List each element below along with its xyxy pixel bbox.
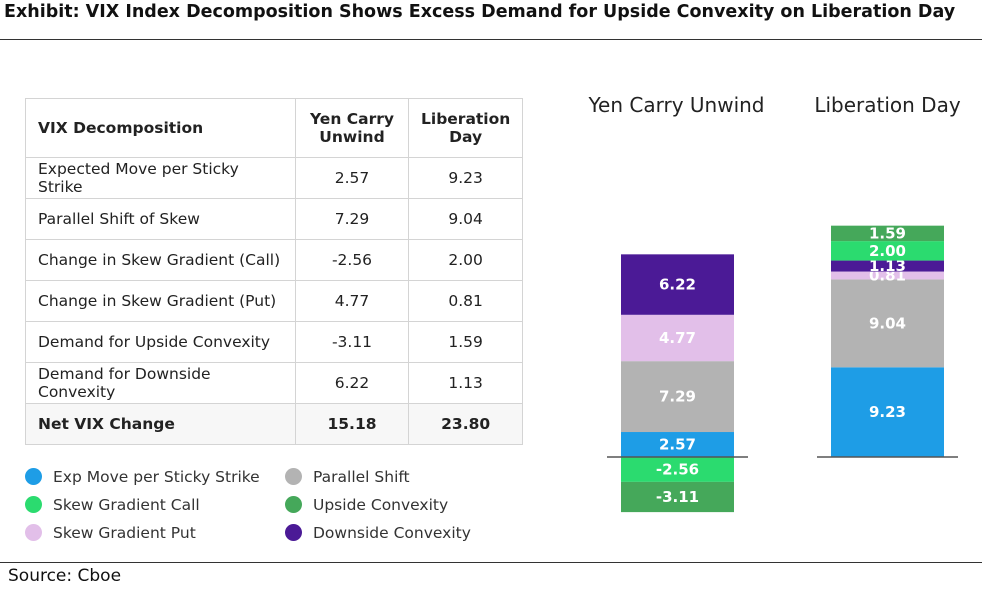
bar-segment [621,361,734,433]
bar-segment [831,260,944,272]
legend-item: Skew Gradient Put [25,522,285,543]
stacked-bar-chart: Yen Carry Unwind 2.57 7.29 4.77 6.22 -2.56 -3.… [587,93,961,513]
data-label: 9.04 [869,314,906,332]
legend-item: Upside Convexity [285,494,495,515]
row-label: Parallel Shift of Skew [25,198,296,240]
data-label: 4.77 [659,329,696,347]
row-value-liberation: 1.13 [407,362,524,404]
row-label: Demand for Downside Convexity [25,362,296,404]
row-value-yen: 7.29 [295,198,409,240]
decomposition-table: VIX Decomposition Yen Carry Unwind Liber… [25,98,524,445]
legend-swatch-parallel-shift [285,468,302,485]
data-label: 9.23 [869,403,906,421]
row-value-yen: 6.22 [295,362,409,404]
data-label: -2.56 [656,460,699,478]
table-row: Demand for Upside Convexity -3.11 1.59 [25,321,524,363]
row-label: Change in Skew Gradient (Call) [25,239,296,281]
net-value-yen: 15.18 [295,403,409,445]
legend-item: Exp Move per Sticky Strike [25,466,285,487]
row-value-yen: -3.11 [295,321,409,363]
bar-segment [831,367,944,457]
legend-item: Downside Convexity [285,522,495,543]
exhibit-title: Exhibit: VIX Index Decomposition Shows E… [4,2,956,22]
row-label: Expected Move per Sticky Strike [25,157,296,199]
table-row: Change in Skew Gradient (Call) -2.56 2.0… [25,239,524,281]
row-value-yen: 4.77 [295,280,409,322]
bar-segment [621,481,734,513]
data-label: 6.22 [659,276,696,294]
data-label: 1.59 [869,224,906,242]
chart-legend: Exp Move per Sticky Strike Parallel Shif… [25,466,495,543]
legend-label: Exp Move per Sticky Strike [53,467,260,486]
source-divider [0,562,982,563]
data-label: 2.00 [869,242,906,260]
legend-label: Parallel Shift [313,467,410,486]
legend-item: Skew Gradient Call [25,494,285,515]
legend-swatch-skew-call [25,496,42,513]
table-row: Change in Skew Gradient (Put) 4.77 0.81 [25,280,524,322]
net-label: Net VIX Change [25,403,296,445]
legend-label: Downside Convexity [313,523,471,542]
header-decomposition: VIX Decomposition [25,98,296,158]
table-row: Parallel Shift of Skew 7.29 9.04 [25,198,524,240]
row-value-liberation: 9.04 [407,198,524,240]
legend-swatch-exp-move [25,468,42,485]
data-label: 2.57 [659,436,696,454]
legend-label: Skew Gradient Put [53,523,196,542]
bar-segment [831,225,944,242]
bar-segment [831,241,944,261]
legend-item: Parallel Shift [285,466,495,487]
row-value-liberation: 9.23 [407,157,524,199]
row-label: Demand for Upside Convexity [25,321,296,363]
bar-segment [621,457,734,482]
row-label: Change in Skew Gradient (Put) [25,280,296,322]
legend-label: Skew Gradient Call [53,495,200,514]
row-value-liberation: 1.59 [407,321,524,363]
title-divider [0,39,982,40]
header-yen-carry-unwind: Yen Carry Unwind [295,98,409,158]
net-value-liberation: 23.80 [407,403,524,445]
legend-swatch-downside-convexity [285,524,302,541]
bar-segment [831,271,944,280]
row-value-yen: 2.57 [295,157,409,199]
bar-segment [621,314,734,362]
data-label: -3.11 [656,488,699,506]
bar-segment [831,279,944,368]
source-note: Source: Cboe [8,566,122,586]
legend-swatch-skew-put [25,524,42,541]
legend-label: Upside Convexity [313,495,449,514]
category-label: Yen Carry Unwind [587,93,764,117]
header-liberation-day: Liberation Day [407,98,524,158]
row-value-yen: -2.56 [295,239,409,281]
table-header-row: VIX Decomposition Yen Carry Unwind Liber… [25,98,524,158]
table-row: Demand for Downside Convexity 6.22 1.13 [25,362,524,404]
net-vix-change-row: Net VIX Change 15.18 23.80 [25,403,524,445]
data-label: 7.29 [659,388,696,406]
bar-segment [621,432,734,457]
legend-swatch-upside-convexity [285,496,302,513]
data-label: 1.13 [869,257,906,275]
category-label: Liberation Day [814,93,961,117]
row-value-liberation: 2.00 [407,239,524,281]
row-value-liberation: 0.81 [407,280,524,322]
table-row: Expected Move per Sticky Strike 2.57 9.2… [25,157,524,199]
bar-segment [621,254,734,315]
